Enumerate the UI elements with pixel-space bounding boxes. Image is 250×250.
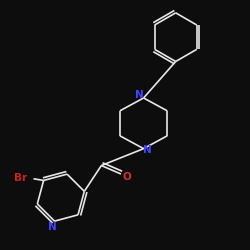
Text: N: N bbox=[48, 222, 57, 232]
Text: N: N bbox=[143, 145, 152, 155]
Text: N: N bbox=[135, 90, 144, 100]
Text: O: O bbox=[123, 172, 132, 182]
Text: Br: Br bbox=[14, 173, 27, 183]
